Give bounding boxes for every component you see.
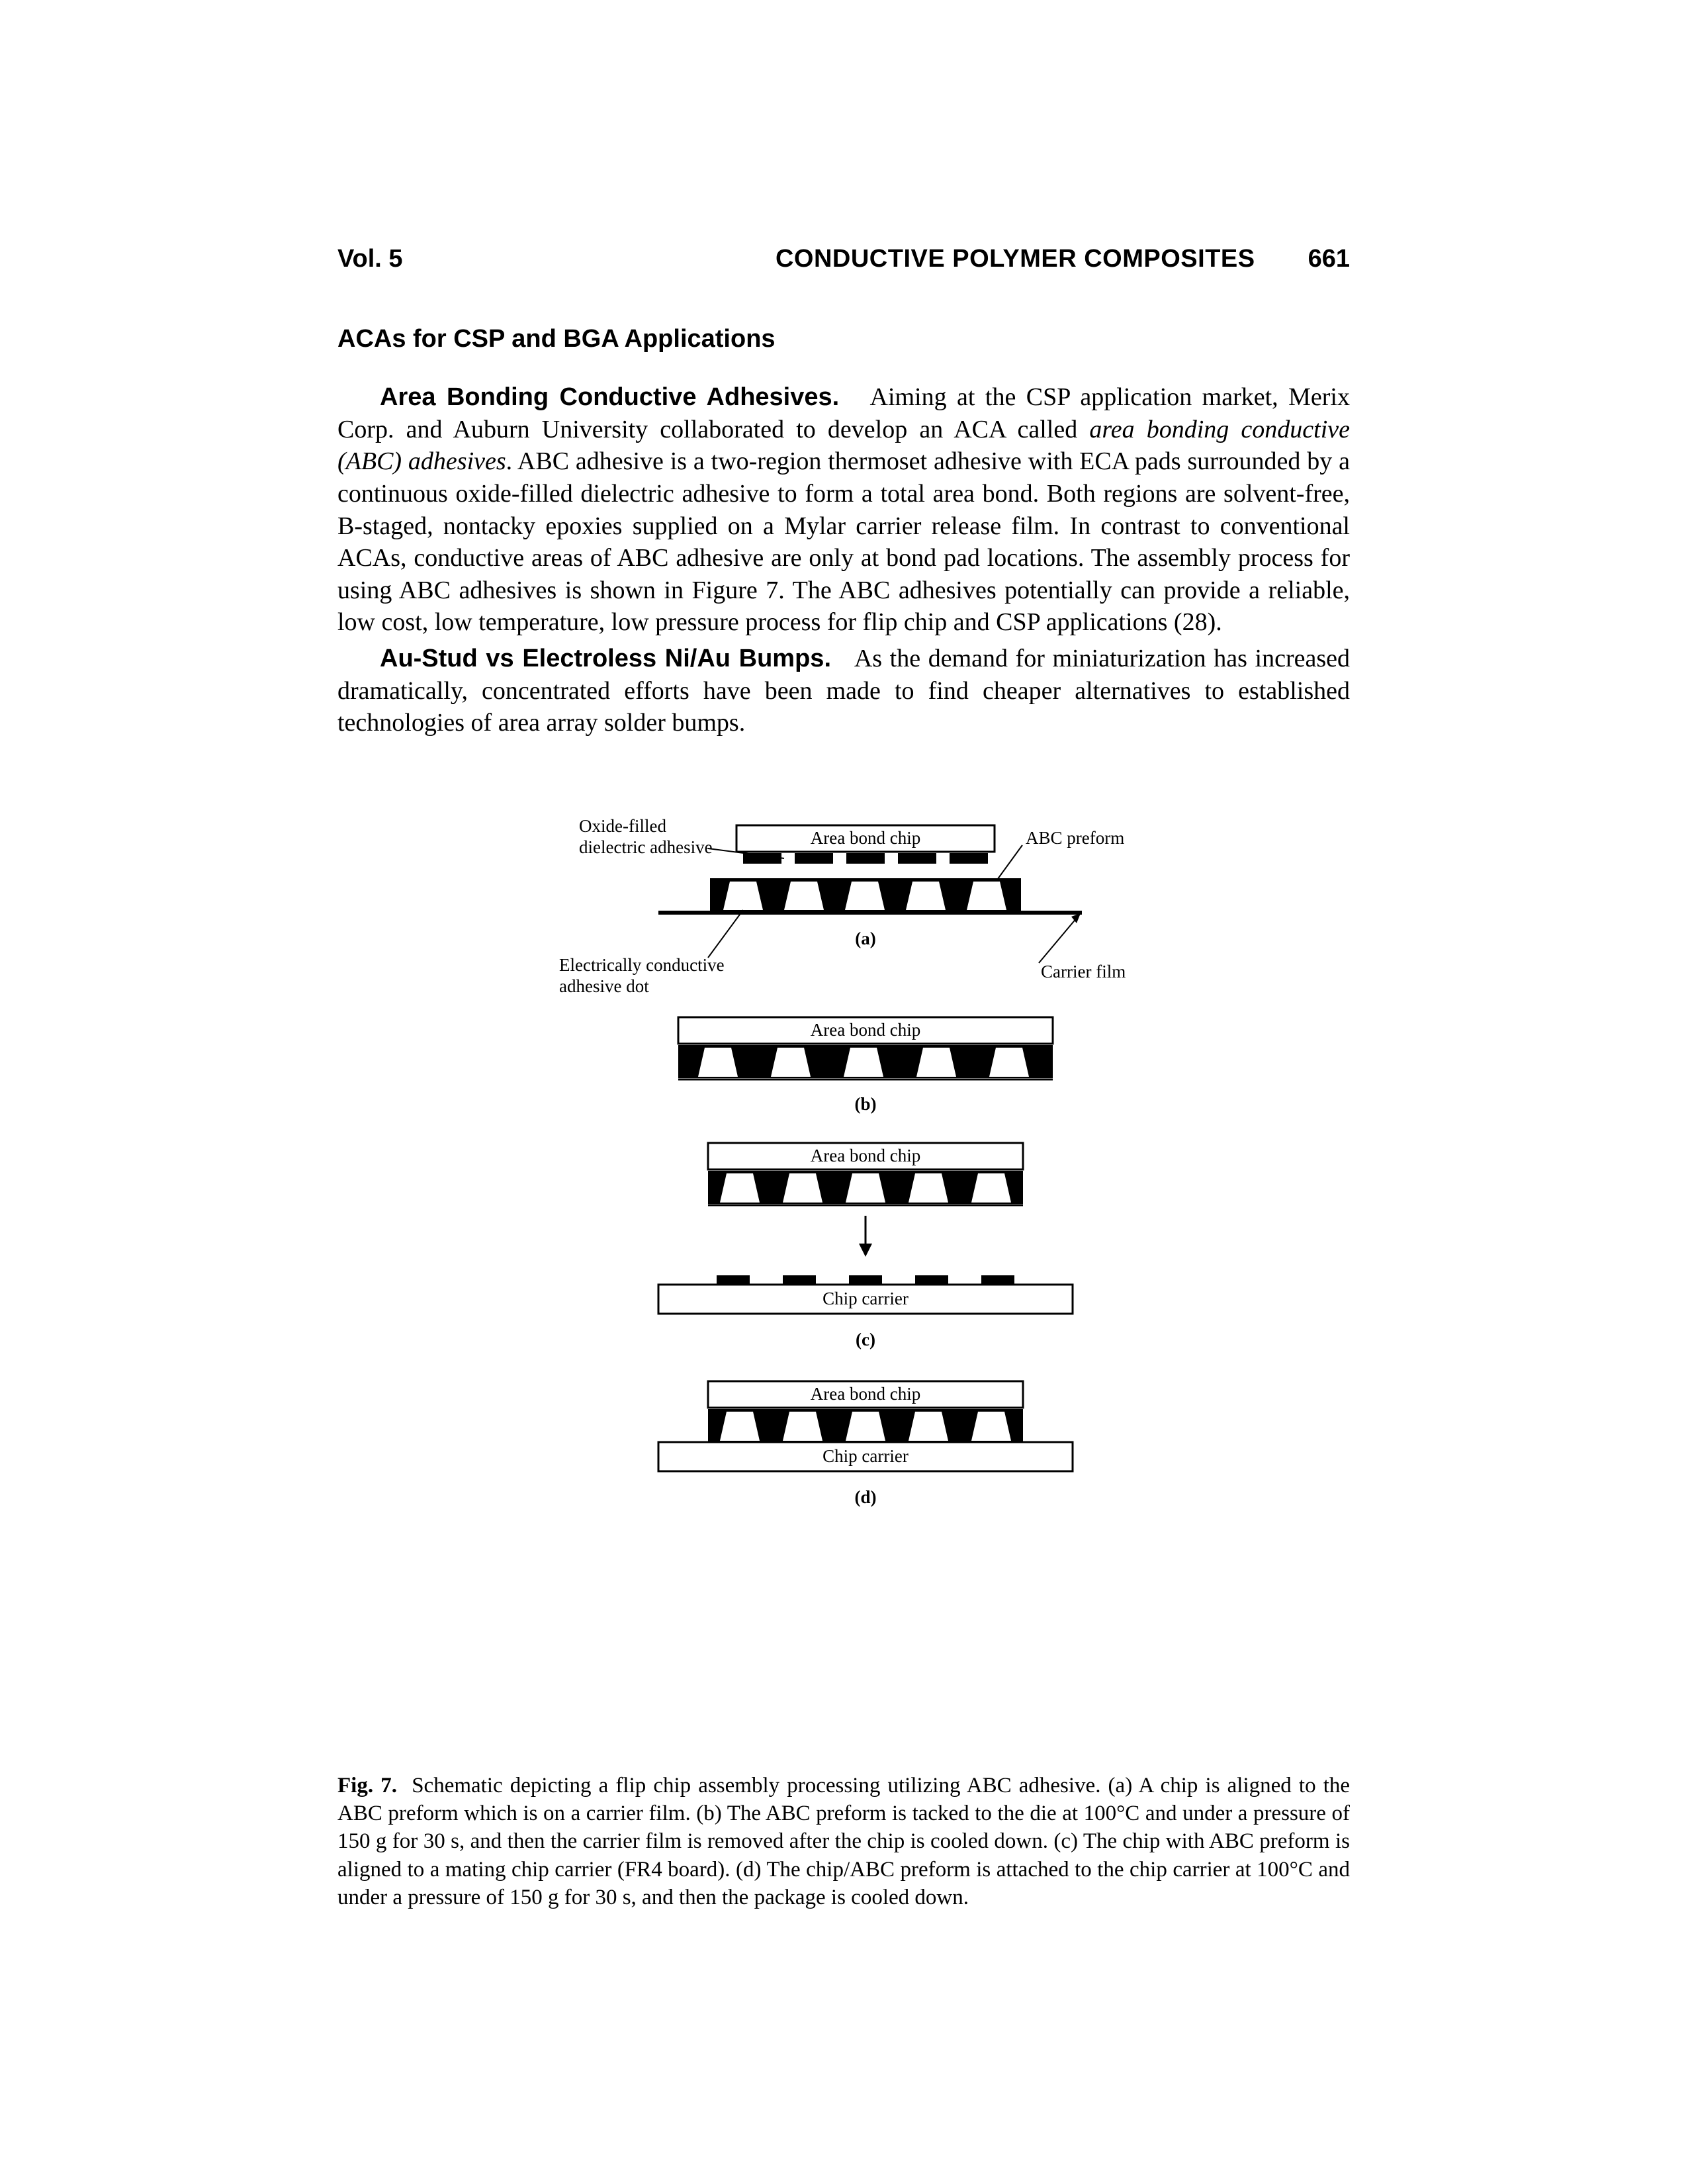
section-heading: ACAs for CSP and BGA Applications (337, 325, 1350, 353)
trap-c-3 (846, 1173, 885, 1203)
panel-c: Area bond chip Chip carrier (c) (658, 1143, 1073, 1349)
oxide-label-1: Oxide-filled (579, 816, 666, 836)
carrier-film-label: Carrier film (1041, 962, 1126, 981)
trap-a-4 (906, 882, 946, 910)
running-header: Vol. 5 CONDUCTIVE POLYMER COMPOSITES 661 (337, 245, 1350, 273)
trap-d-2 (783, 1412, 822, 1441)
eca-leader (708, 910, 743, 958)
chip-d-label: Area bond chip (811, 1384, 920, 1404)
para1-text-b: . ABC adhesive is a two-region thermoset… (337, 447, 1350, 636)
chip-c-label: Area bond chip (811, 1146, 920, 1165)
carrier-d-label: Chip carrier (822, 1446, 909, 1466)
trap-a-3 (845, 882, 885, 910)
carrier-c-label: Chip carrier (822, 1289, 909, 1308)
trap-d-1 (720, 1412, 760, 1441)
chip-a-label: Area bond chip (811, 828, 920, 848)
trap-d-5 (971, 1412, 1011, 1441)
abc-preform-label: ABC preform (1026, 828, 1124, 848)
trap-b-1 (698, 1048, 738, 1077)
trap-b-2 (771, 1048, 811, 1077)
run-in-heading-au-stud: Au-Stud vs Electroless Ni/Au Bumps. (380, 645, 831, 672)
caption-text: Schematic depicting a flip chip assembly… (337, 1774, 1350, 1909)
oxide-label-2: dielectric adhesive (579, 837, 713, 857)
abc-leader (996, 845, 1022, 882)
panel-c-label: (c) (856, 1330, 875, 1349)
paragraph-au-stud: Au-Stud vs Electroless Ni/Au Bumps. As t… (337, 643, 1350, 739)
trap-d-3 (846, 1412, 885, 1441)
trap-b-4 (916, 1048, 956, 1077)
panel-b: Area bond chip (b) (678, 1017, 1053, 1114)
run-in-heading-abc: Area Bonding Conductive Adhesives. (380, 383, 839, 411)
eca-label-1: Electrically conductive (559, 955, 725, 975)
trap-d-4 (909, 1412, 948, 1441)
running-title: CONDUCTIVE POLYMER COMPOSITES (776, 245, 1255, 273)
figure-7: Oxide-filled dielectric adhesive Area bo… (337, 812, 1350, 1725)
figure-7-caption: Fig. 7. Schematic depicting a flip chip … (337, 1772, 1350, 1911)
pad-c-1 (717, 1275, 750, 1285)
pad-c-5 (981, 1275, 1014, 1285)
bar-a-2 (795, 853, 833, 864)
trap-b-5 (989, 1048, 1029, 1077)
bar-a-5 (950, 853, 988, 864)
panel-d-label: (d) (855, 1487, 877, 1507)
eca-label-2: adhesive dot (559, 976, 649, 996)
page-number: 661 (1308, 245, 1350, 273)
trap-a-1 (723, 882, 763, 910)
panel-a-label: (a) (855, 929, 875, 948)
chip-b-label: Area bond chip (811, 1020, 920, 1040)
bar-a-1 (743, 853, 781, 864)
page-content: Vol. 5 CONDUCTIVE POLYMER COMPOSITES 661… (337, 245, 1350, 1911)
panel-d: Area bond chip Chip carrier (d) (658, 1381, 1073, 1507)
trap-c-2 (783, 1173, 822, 1203)
bar-a-3 (846, 853, 885, 864)
trap-a-2 (784, 882, 824, 910)
arrow-c-head (859, 1244, 872, 1257)
pad-c-2 (783, 1275, 816, 1285)
trap-b-3 (844, 1048, 883, 1077)
trap-c-4 (909, 1173, 948, 1203)
panel-b-label: (b) (855, 1094, 877, 1114)
pad-c-4 (915, 1275, 948, 1285)
pad-c-3 (849, 1275, 882, 1285)
panel-a: Oxide-filled dielectric adhesive Area bo… (559, 816, 1126, 996)
trap-c-1 (720, 1173, 760, 1203)
paragraph-area-bonding: Area Bonding Conductive Adhesives. Aimin… (337, 381, 1350, 639)
caption-lead: Fig. 7. (337, 1774, 397, 1797)
carrier-leader (1039, 913, 1081, 963)
figure-7-svg: Oxide-filled dielectric adhesive Area bo… (447, 812, 1241, 1725)
trap-a-5 (967, 882, 1006, 910)
trap-c-5 (971, 1173, 1011, 1203)
volume-label: Vol. 5 (337, 245, 403, 273)
bar-a-4 (898, 853, 936, 864)
